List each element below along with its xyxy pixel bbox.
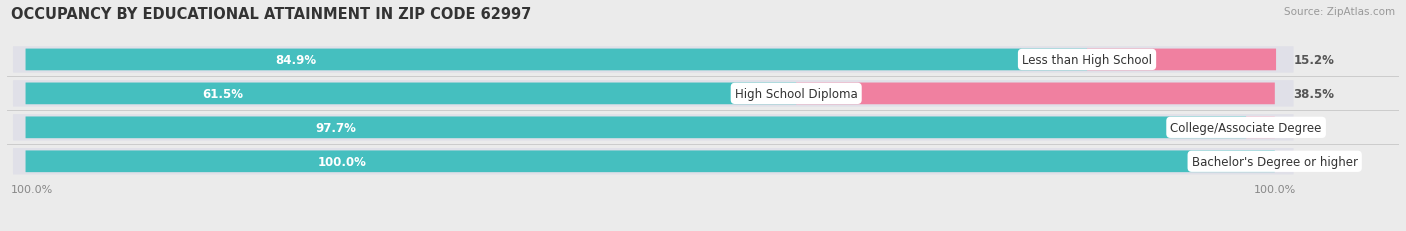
Text: 38.5%: 38.5% xyxy=(1294,88,1334,100)
FancyBboxPatch shape xyxy=(25,83,796,105)
Text: 100.0%: 100.0% xyxy=(318,155,367,168)
Text: College/Associate Degree: College/Associate Degree xyxy=(1170,121,1322,134)
FancyBboxPatch shape xyxy=(25,49,1087,71)
Text: 61.5%: 61.5% xyxy=(202,88,243,100)
Text: 84.9%: 84.9% xyxy=(276,54,316,67)
FancyBboxPatch shape xyxy=(13,115,1294,141)
Text: OCCUPANCY BY EDUCATIONAL ATTAINMENT IN ZIP CODE 62997: OCCUPANCY BY EDUCATIONAL ATTAINMENT IN Z… xyxy=(11,7,531,22)
FancyBboxPatch shape xyxy=(1246,117,1275,139)
FancyBboxPatch shape xyxy=(25,117,1246,139)
FancyBboxPatch shape xyxy=(13,81,1294,107)
Text: 0.0%: 0.0% xyxy=(1294,155,1326,168)
Text: High School Diploma: High School Diploma xyxy=(735,88,858,100)
Text: 15.2%: 15.2% xyxy=(1294,54,1334,67)
FancyBboxPatch shape xyxy=(1087,49,1277,71)
Text: Bachelor's Degree or higher: Bachelor's Degree or higher xyxy=(1192,155,1358,168)
FancyBboxPatch shape xyxy=(796,83,1275,105)
FancyBboxPatch shape xyxy=(25,151,1275,172)
FancyBboxPatch shape xyxy=(13,148,1294,175)
Text: Less than High School: Less than High School xyxy=(1022,54,1152,67)
Text: 97.7%: 97.7% xyxy=(315,121,356,134)
FancyBboxPatch shape xyxy=(13,47,1294,73)
Text: 2.3%: 2.3% xyxy=(1294,121,1326,134)
Text: Source: ZipAtlas.com: Source: ZipAtlas.com xyxy=(1284,7,1395,17)
